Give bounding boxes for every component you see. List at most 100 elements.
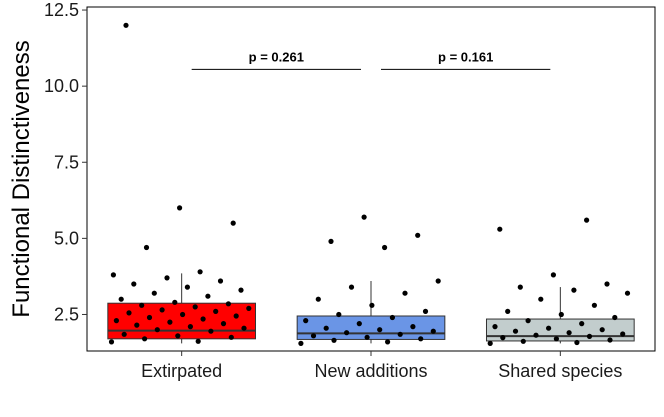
data-point	[574, 339, 580, 346]
data-point	[497, 226, 503, 232]
data-point	[599, 327, 605, 333]
x-tick-label: New additions	[314, 361, 427, 381]
box-body	[107, 302, 257, 340]
points-layer	[108, 22, 631, 346]
comparison-bracket: p = 0.161	[381, 49, 551, 70]
data-point	[385, 339, 391, 345]
y-tick-label: 2.5	[54, 304, 79, 324]
data-point	[553, 336, 560, 342]
data-point	[624, 290, 631, 296]
data-point	[159, 307, 165, 313]
data-point	[143, 244, 150, 251]
data-point	[172, 299, 178, 305]
data-point	[533, 332, 539, 338]
data-point	[208, 328, 214, 334]
data-point	[612, 314, 618, 321]
box-body	[296, 315, 446, 340]
data-point	[230, 220, 236, 226]
data-point	[217, 278, 224, 284]
data-point	[142, 336, 148, 342]
data-point	[139, 302, 145, 308]
y-tick-label: 10.0	[44, 76, 79, 96]
data-point	[225, 301, 231, 307]
p-value-label: p = 0.261	[249, 49, 304, 64]
data-point	[584, 217, 590, 223]
data-point	[586, 333, 593, 339]
data-point	[110, 272, 116, 278]
data-point	[146, 314, 153, 321]
data-point	[382, 244, 388, 251]
data-point	[415, 232, 421, 238]
data-point	[303, 318, 309, 324]
data-point	[121, 331, 127, 337]
data-point	[177, 205, 183, 211]
data-point	[315, 296, 321, 302]
data-point	[108, 339, 115, 345]
data-point	[566, 330, 572, 336]
data-point	[310, 333, 317, 339]
data-point	[164, 275, 170, 281]
data-point	[246, 305, 252, 311]
data-point	[228, 334, 234, 340]
data-point	[364, 334, 370, 340]
data-point	[538, 296, 544, 302]
x-axis: Extirpated New additions Shared species	[141, 351, 622, 381]
data-point	[525, 318, 531, 324]
data-point	[620, 331, 626, 337]
data-point	[187, 324, 193, 330]
y-axis-title: Functional Distinctiveness	[8, 40, 35, 317]
data-point	[233, 313, 239, 319]
data-point	[517, 284, 523, 290]
data-point	[520, 338, 526, 344]
data-point	[220, 321, 227, 327]
data-point	[126, 310, 132, 316]
data-point	[361, 214, 367, 220]
data-point	[422, 308, 429, 314]
data-point	[241, 325, 247, 331]
data-point	[558, 311, 564, 318]
data-point	[213, 308, 219, 314]
data-point	[151, 290, 157, 296]
data-point	[323, 325, 329, 331]
y-axis: 2.5 5.0 7.5 10.0 12.5	[44, 0, 87, 324]
data-point	[397, 331, 403, 337]
data-point	[487, 340, 493, 346]
comparisons-layer: p = 0.261 p = 0.161	[191, 49, 551, 70]
data-point	[344, 330, 350, 336]
data-point	[402, 290, 408, 296]
data-point	[197, 269, 203, 275]
boxes-layer	[107, 273, 635, 344]
box-body	[485, 318, 635, 342]
data-point	[118, 296, 124, 302]
data-point	[435, 278, 441, 284]
data-point	[546, 325, 552, 331]
data-point	[331, 337, 337, 343]
data-point	[512, 328, 519, 334]
data-point	[591, 302, 598, 308]
data-point	[410, 324, 416, 330]
data-point	[134, 322, 140, 328]
y-tick-label: 7.5	[54, 152, 79, 172]
data-point	[167, 319, 173, 325]
x-tick-label: Extirpated	[141, 361, 222, 381]
box-new-additions	[296, 280, 446, 344]
data-point	[348, 284, 355, 290]
data-point	[154, 327, 160, 333]
data-point	[604, 281, 610, 287]
data-point	[328, 238, 334, 244]
data-point	[430, 328, 436, 334]
box-extirpated	[107, 273, 257, 344]
y-tick-label: 5.0	[54, 228, 79, 248]
data-point	[550, 272, 557, 278]
data-point	[579, 321, 585, 327]
comparison-bracket: p = 0.261	[191, 49, 361, 70]
data-point	[571, 287, 577, 293]
data-point	[418, 336, 424, 342]
data-point	[113, 318, 119, 324]
data-point	[492, 324, 498, 330]
data-point	[175, 333, 181, 339]
data-point	[389, 314, 395, 321]
data-point	[184, 284, 190, 290]
data-point	[607, 337, 613, 343]
